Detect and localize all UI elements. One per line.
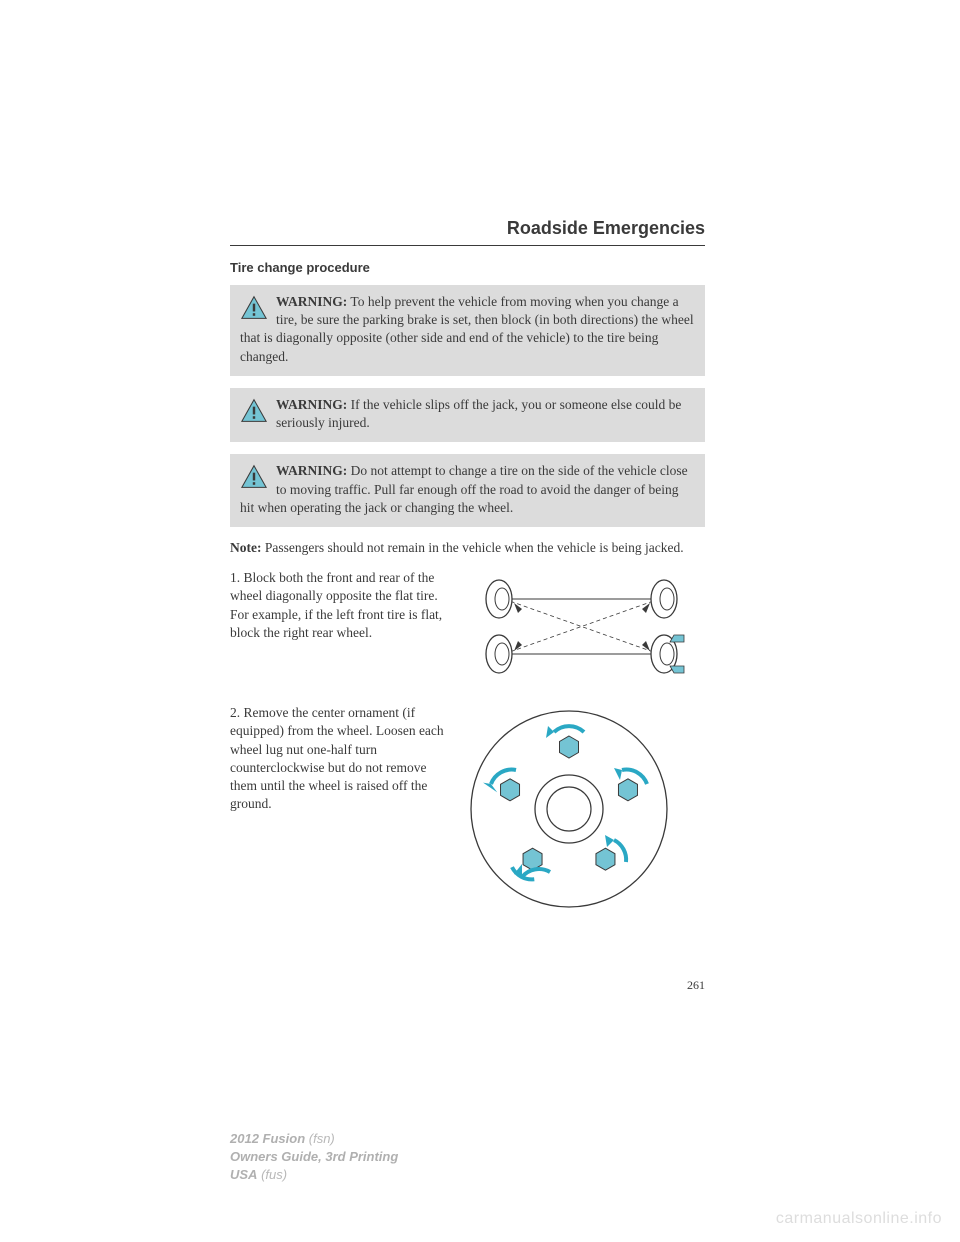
warning-triangle-icon [240, 464, 268, 490]
wheel-front-left-icon [486, 580, 512, 618]
chassis-diagram [464, 569, 705, 684]
footer-model-code: (fsn) [305, 1131, 335, 1146]
warning-text: WARNING: Do not attempt to change a tire… [240, 463, 688, 514]
step-text: 1. Block both the front and rear of the … [230, 569, 450, 642]
warning-label: WARNING: [276, 397, 347, 412]
page-number: 261 [687, 978, 705, 993]
warning-triangle-icon [240, 295, 268, 321]
warning-triangle-icon [240, 398, 268, 424]
warning-box: WARNING: Do not attempt to change a tire… [230, 454, 705, 527]
warning-text: WARNING: To help prevent the vehicle fro… [240, 294, 694, 364]
warning-label: WARNING: [276, 463, 347, 478]
header-rule [230, 245, 705, 246]
warning-text: WARNING: If the vehicle slips off the ja… [276, 397, 681, 430]
footer-guide: Owners Guide, 3rd Printing [230, 1149, 398, 1164]
step-text: 2. Remove the center ornament (if equipp… [230, 704, 450, 813]
footer-region-code: (fus) [257, 1167, 287, 1182]
step-block: 1. Block both the front and rear of the … [230, 569, 705, 684]
note-text: Note: Passengers should not remain in th… [230, 539, 705, 557]
note-body: Passengers should not remain in the vehi… [261, 540, 683, 555]
wheel-rear-left-icon [486, 635, 512, 673]
subheading: Tire change procedure [230, 260, 705, 275]
warning-box: WARNING: If the vehicle slips off the ja… [230, 388, 705, 442]
wheel-lug-diagram [464, 704, 705, 919]
footer-model: 2012 Fusion [230, 1131, 305, 1146]
warning-box: WARNING: To help prevent the vehicle fro… [230, 285, 705, 376]
wheel-rear-right-icon [651, 635, 684, 673]
step-block: 2. Remove the center ornament (if equipp… [230, 704, 705, 919]
footer-region: USA [230, 1167, 257, 1182]
watermark: carmanualsonline.info [776, 1210, 942, 1228]
footer: 2012 Fusion (fsn) Owners Guide, 3rd Prin… [230, 1130, 398, 1185]
note-label: Note: [230, 540, 261, 555]
warning-label: WARNING: [276, 294, 347, 309]
wheel-front-right-icon [651, 580, 677, 618]
section-header: Roadside Emergencies [230, 218, 705, 239]
